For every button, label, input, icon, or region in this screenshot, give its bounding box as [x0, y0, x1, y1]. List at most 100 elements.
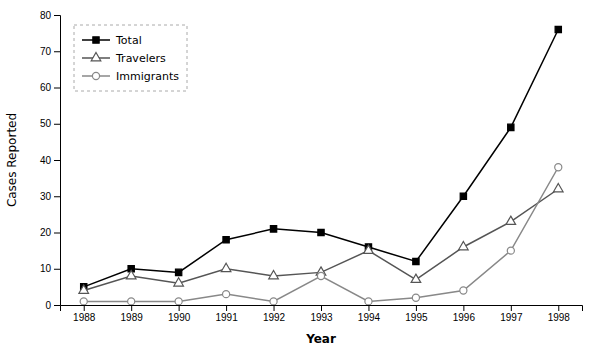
- y-tick-label: 80: [40, 10, 52, 21]
- y-tick-mark: [54, 15, 60, 16]
- y-tick-label: 40: [40, 155, 52, 166]
- y-tick: 60: [40, 82, 60, 93]
- chart: 1988 1989 1990 1991 1992 1993 1994 1995 1996 1997…: [0, 0, 600, 353]
- line: [84, 167, 559, 301]
- point: [174, 278, 184, 286]
- x-tick-mark: [131, 305, 132, 311]
- legend-item: Total: [82, 34, 142, 47]
- point: [223, 237, 229, 243]
- x-tick-mark: [416, 305, 417, 311]
- x-tick-label: 1993: [310, 312, 333, 323]
- point: [128, 298, 135, 305]
- x-tick-label: 1990: [168, 312, 191, 323]
- x-tick-label: 1988: [73, 312, 96, 323]
- y-tick: 50: [40, 118, 60, 129]
- x-tick: 1988: [73, 305, 96, 323]
- point: [459, 241, 469, 249]
- x-tick-mark: [274, 305, 275, 311]
- y-tick: 10: [40, 263, 60, 274]
- y-axis: 01020304050607080: [40, 10, 61, 311]
- x-tick-label: 1998: [548, 312, 571, 323]
- x-tick-mark: [321, 305, 322, 311]
- x-tick-mark: [511, 305, 512, 311]
- x-tick-label: 1989: [121, 312, 144, 323]
- x-tick: 1994: [358, 305, 381, 323]
- y-tick-mark: [54, 233, 60, 234]
- x-tick: 1993: [310, 305, 333, 323]
- legend-item: Immigrants: [82, 70, 179, 83]
- x-tick: 1991: [215, 305, 238, 323]
- x-tick-label: 1991: [215, 312, 238, 323]
- point: [317, 272, 324, 279]
- point: [318, 229, 324, 235]
- y-tick-label: 50: [40, 118, 52, 129]
- x-tick: 1996: [453, 305, 476, 323]
- y-tick-label: 0: [45, 300, 51, 311]
- point: [126, 270, 136, 278]
- point: [223, 291, 230, 298]
- point: [175, 269, 181, 275]
- x-tick-label: 1994: [358, 312, 381, 323]
- point: [79, 285, 89, 293]
- series: [79, 183, 563, 293]
- point: [175, 298, 182, 305]
- y-tick-label: 60: [40, 82, 52, 93]
- legend: Total Travelers Immigrants: [74, 25, 187, 91]
- legend-label: Total: [115, 34, 142, 47]
- y-tick: 40: [40, 155, 60, 166]
- x-axis: 1988 1989 1990 1991 1992 1993 1994 1995 1996 1997…: [61, 305, 583, 323]
- point: [460, 193, 466, 199]
- point: [507, 247, 514, 254]
- x-tick-label: 1995: [405, 312, 428, 323]
- plot: 1988 1989 1990 1991 1992 1993 1994 1995 1996 1997…: [40, 10, 583, 323]
- y-axis-line: [54, 16, 61, 306]
- point: [269, 270, 279, 278]
- y-tick: 80: [40, 10, 60, 21]
- point: [555, 164, 562, 171]
- y-tick-mark: [54, 305, 60, 306]
- y-tick-mark: [54, 269, 60, 270]
- legend-swatch-marker: [91, 52, 101, 60]
- y-tick: 70: [40, 46, 60, 57]
- point: [413, 258, 419, 264]
- x-tick: 1995: [405, 305, 428, 323]
- x-tick-mark: [226, 305, 227, 311]
- y-tick-mark: [54, 88, 60, 89]
- point: [412, 294, 419, 301]
- y-tick-mark: [54, 196, 60, 197]
- x-tick-mark: [179, 305, 180, 311]
- x-tick-label: 1997: [500, 312, 523, 323]
- legend-item: Travelers: [82, 52, 166, 65]
- point: [411, 274, 421, 282]
- point: [508, 124, 514, 130]
- x-tick-mark: [368, 305, 369, 311]
- point: [270, 226, 276, 232]
- point: [270, 298, 277, 305]
- legend-label: Immigrants: [116, 70, 179, 83]
- x-tick: 1992: [263, 305, 286, 323]
- legend-label: Travelers: [115, 52, 166, 65]
- point: [506, 216, 516, 224]
- x-tick: 1998: [548, 305, 571, 323]
- y-tick-mark: [54, 51, 60, 52]
- y-tick: 30: [40, 191, 60, 202]
- x-tick-label: 1992: [263, 312, 286, 323]
- point: [460, 287, 467, 294]
- point: [221, 263, 231, 271]
- x-tick: 1989: [121, 305, 144, 323]
- y-tick-mark: [54, 160, 60, 161]
- legend-swatch-marker: [92, 72, 99, 79]
- x-axis-line: [61, 306, 583, 312]
- legend-box: [74, 25, 187, 91]
- y-tick: 0: [45, 300, 60, 311]
- point: [365, 298, 372, 305]
- x-tick-mark: [463, 305, 464, 311]
- point: [364, 245, 374, 253]
- x-tick: 1990: [168, 305, 191, 323]
- legend-swatch-marker: [93, 37, 99, 43]
- y-tick-mark: [54, 124, 60, 125]
- x-tick-mark: [84, 305, 85, 311]
- y-tick-label: 30: [40, 191, 52, 202]
- x-tick-label: 1996: [453, 312, 476, 323]
- x-tick-mark: [558, 305, 559, 311]
